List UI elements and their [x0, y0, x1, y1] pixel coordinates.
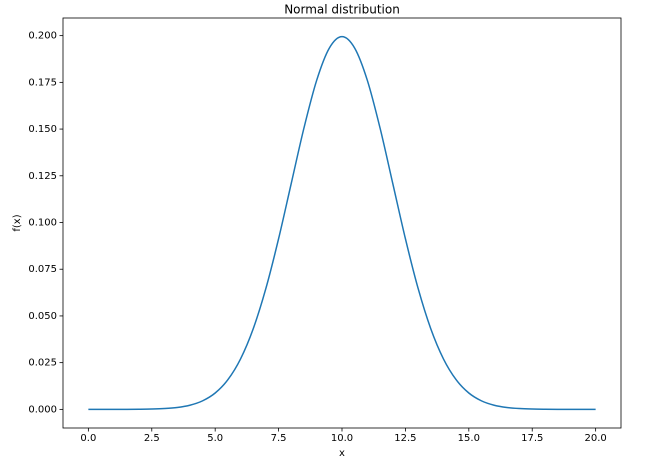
x-tick-label: 15.0: [458, 433, 480, 444]
y-axis-label: f(x): [12, 214, 23, 231]
x-tick-label: 5.0: [207, 433, 223, 444]
y-tick-label: 0.150: [28, 124, 57, 135]
y-tick-label: 0.100: [28, 218, 57, 229]
x-tick-label: 12.5: [394, 433, 416, 444]
plot-frame: [62, 17, 622, 429]
x-tick-label: 10.0: [331, 433, 353, 444]
x-tick-label: 0.0: [80, 433, 96, 444]
y-tick-label: 0.125: [28, 171, 57, 182]
y-tick-label: 0.050: [28, 311, 57, 322]
y-tick-label: 0.000: [28, 404, 57, 415]
line-series: [88, 35, 596, 411]
x-tick-label: 7.5: [271, 433, 287, 444]
chart-title: Normal distribution: [284, 3, 400, 17]
x-tick-label: 17.5: [521, 433, 543, 444]
x-tick-label: 2.5: [144, 433, 160, 444]
x-axis-label: x: [339, 448, 345, 459]
y-tick-label: 0.175: [28, 77, 57, 88]
y-tick-label: 0.200: [28, 31, 57, 42]
y-tick-label: 0.025: [28, 358, 57, 369]
y-tick-label: 0.075: [28, 264, 57, 275]
x-tick-label: 20.0: [585, 433, 607, 444]
